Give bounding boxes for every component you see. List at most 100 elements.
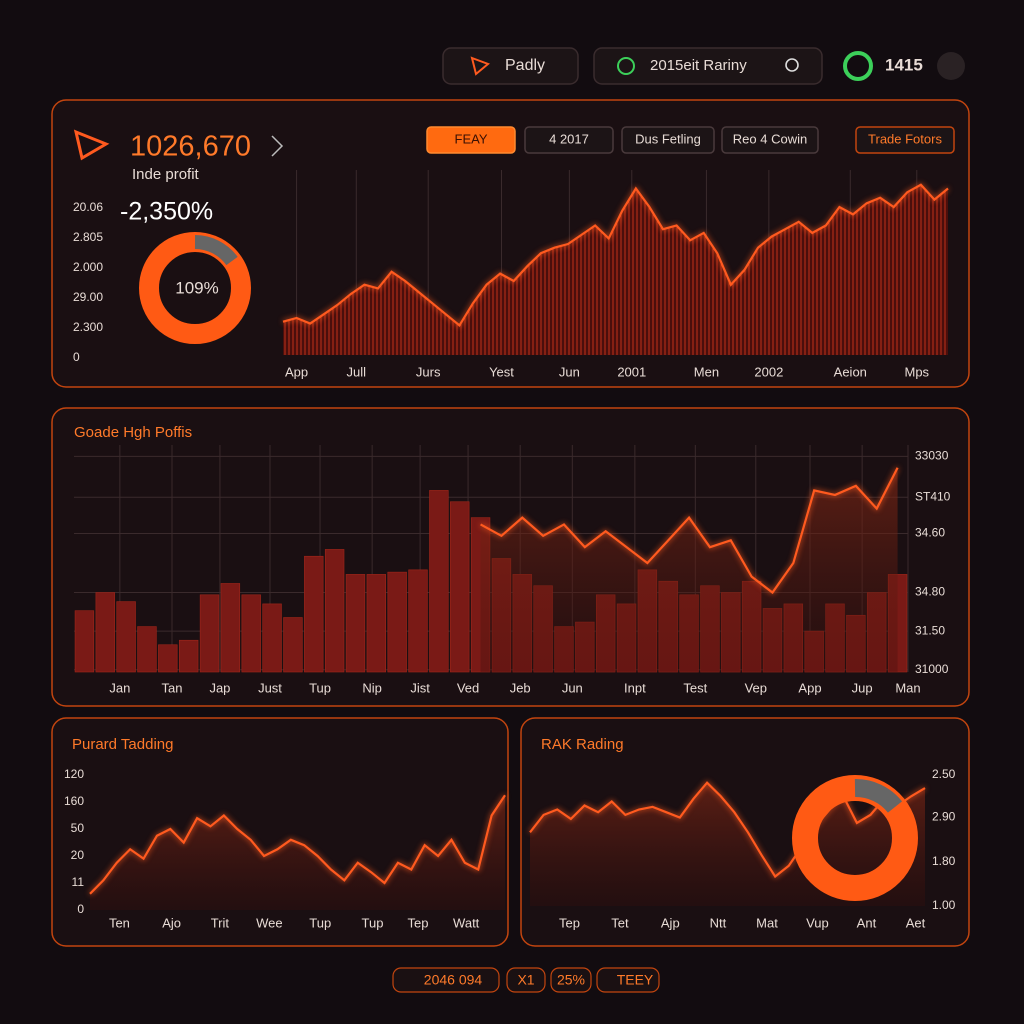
x-tick-label: Jun: [559, 364, 580, 379]
toolbar-button[interactable]: [721, 126, 819, 154]
search-box[interactable]: [593, 47, 823, 85]
x-tick-label: Aet: [906, 915, 926, 930]
x-tick-label: Mat: [756, 915, 778, 930]
toolbar-label: 4 2017: [549, 131, 589, 146]
expand-icon[interactable]: [271, 135, 284, 157]
x-tick-label: Man: [895, 680, 920, 695]
summary-label: Inde profit: [132, 166, 200, 183]
x-tick-label: 2002: [754, 364, 783, 379]
summary-change: -2,350%: [120, 198, 213, 226]
x-tick-label: Ved: [457, 680, 479, 695]
scale-label: 2.805: [73, 230, 103, 244]
x-tick-label: App: [798, 680, 821, 695]
search-icon[interactable]: [785, 58, 799, 72]
x-tick-label: Tan: [162, 680, 183, 695]
footer-chip[interactable]: [550, 967, 592, 993]
gauge: [792, 775, 918, 901]
x-tick-label: Jurs: [416, 364, 441, 379]
gauge-segment: [854, 779, 903, 813]
bar: [324, 549, 345, 673]
toolbar-button[interactable]: [621, 126, 715, 154]
toolbar-button[interactable]: [855, 126, 955, 154]
x-tick-label: Tep: [407, 915, 428, 930]
x-tick-label: Inpt: [624, 680, 646, 695]
footer-label: TEEY: [617, 972, 654, 988]
x-tick-label: Jist: [410, 680, 430, 695]
x-tick-label: Ajp: [661, 915, 680, 930]
bar: [283, 617, 303, 673]
chart-title: RAK Rading: [541, 736, 624, 753]
bar: [241, 594, 261, 673]
toolbar: FEAY 4 2017 Dus Fetling Reo 4 Cowin Trade Fo…: [426, 126, 955, 154]
x-tick-label: Yest: [489, 364, 514, 379]
search-text: 2015eit Rariny: [650, 57, 747, 74]
line: [89, 794, 506, 895]
y-tick-label: 31000: [915, 662, 949, 676]
toolbar-label: Reo 4 Cowin: [733, 131, 807, 146]
scale-label: 0: [73, 350, 80, 364]
y-tick-label: 1.80: [932, 854, 956, 868]
x-tick-label: Wee: [256, 915, 283, 930]
x-tick-label: App: [285, 364, 308, 379]
footer-chip[interactable]: [596, 967, 660, 993]
bar: [450, 501, 470, 673]
line: [529, 781, 926, 879]
score: 1415: [885, 55, 923, 74]
footer-chip[interactable]: [506, 967, 546, 993]
x-tick-label: Ten: [109, 915, 130, 930]
x-tick-label: Tup: [309, 680, 331, 695]
x-tick-label: Mps: [905, 364, 930, 379]
y-tick-label: 160: [64, 794, 84, 808]
scale-labels: 20.06 2.805 2.000 29.00 2.300 0: [73, 200, 103, 364]
bar: [137, 626, 157, 673]
toolbar-button[interactable]: [426, 126, 516, 154]
bar: [199, 594, 220, 673]
y-tick-label: 120: [64, 767, 84, 781]
footer-label: 2046 094: [424, 972, 483, 988]
y-tick-label: ST410: [915, 489, 951, 503]
y-tick-label: 20: [71, 848, 85, 862]
scale-label: 2.300: [73, 320, 103, 334]
area: [283, 184, 948, 355]
donut-segment: [194, 235, 238, 266]
brand-icon: [470, 56, 490, 76]
y-tick-label: 2.90: [932, 810, 956, 824]
bar: [408, 569, 428, 673]
scale-label: 2.000: [73, 260, 103, 274]
bar: [116, 601, 136, 673]
bar: [387, 571, 407, 673]
x-tick-label: Jan: [109, 680, 130, 695]
y-tick-label: 34.60: [915, 526, 945, 540]
y-tick-label: 11: [72, 875, 85, 889]
y-tick-label: 31.50: [915, 623, 945, 637]
line: [282, 183, 949, 328]
bar: [74, 610, 95, 673]
status-icon: [617, 57, 635, 75]
menu-button[interactable]: [937, 52, 965, 80]
bar: [429, 490, 449, 673]
score-ring: [843, 51, 873, 81]
x-tick-label: Tet: [611, 915, 629, 930]
footer-label: 25%: [557, 972, 585, 988]
x-tick-label: Watt: [453, 915, 480, 930]
x-tick-label: Jeb: [510, 680, 531, 695]
chart-title: Goade Hgh Poffis: [74, 424, 192, 441]
bar: [178, 639, 199, 673]
bar: [158, 644, 178, 673]
footer: 2046 094 X1 25% TEEY: [392, 967, 660, 993]
y-tick-label: 0: [77, 902, 84, 916]
toolbar-button[interactable]: [524, 126, 614, 154]
x-tick-label: Men: [694, 364, 719, 379]
footer-chip[interactable]: [392, 967, 500, 993]
x-tick-label: 2001: [617, 364, 646, 379]
y-tick-label: 1.00: [932, 898, 956, 912]
bar: [366, 574, 387, 673]
x-tick-label: Jun: [562, 680, 583, 695]
brand-button[interactable]: [442, 47, 579, 85]
x-tick-label: Tup: [362, 915, 384, 930]
x-tick-label: Ant: [857, 915, 877, 930]
x-tick-label: Ntt: [710, 915, 727, 930]
x-tick-label: Test: [683, 680, 707, 695]
x-tick-label: Vep: [745, 680, 767, 695]
x-tick-label: Jull: [347, 364, 367, 379]
